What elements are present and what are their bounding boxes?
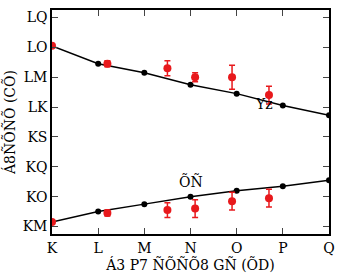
svg-text:KM: KM	[23, 218, 48, 234]
svg-text:LK: LK	[28, 99, 48, 115]
svg-text:M: M	[137, 240, 151, 256]
svg-text:Á8ÑÕÑÕ (CÕ): Á8ÑÕÑÕ (CÕ)	[1, 70, 18, 175]
svg-text:LO: LO	[27, 39, 48, 55]
svg-text:P: P	[278, 240, 287, 256]
svg-text:O: O	[231, 240, 242, 256]
svg-text:Á3 P7 ÑÕÑÕ8 GÑ (ÕD): Á3 P7 ÑÕÑÕ8 GÑ (ÕD)	[105, 256, 275, 273]
svg-text:KS: KS	[27, 129, 47, 145]
svg-text:LQ: LQ	[27, 9, 48, 25]
svg-text:K: K	[47, 240, 58, 256]
svg-text:Yz: Yz	[255, 96, 273, 112]
svg-text:L: L	[94, 240, 103, 256]
svg-text:KO: KO	[26, 189, 48, 205]
svg-text:KQ: KQ	[26, 159, 48, 175]
svg-text:LM: LM	[24, 69, 48, 85]
svg-text:ÕÑ: ÕÑ	[179, 173, 203, 190]
svg-text:N: N	[184, 240, 196, 256]
svg-text:Q: Q	[323, 240, 334, 256]
